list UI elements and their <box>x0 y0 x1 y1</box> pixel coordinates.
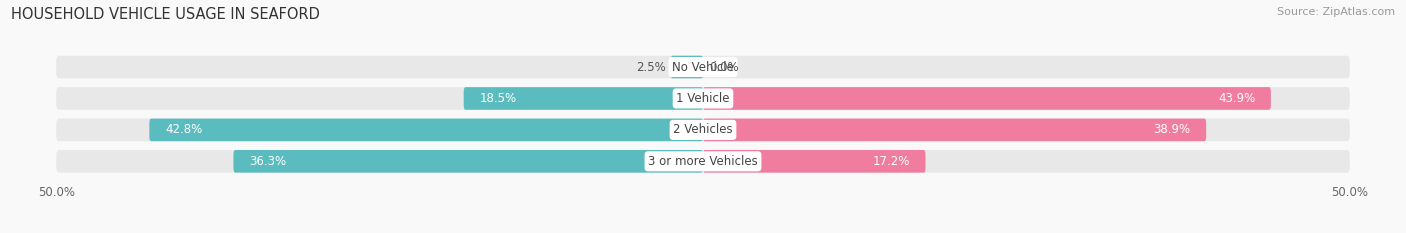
Text: 18.5%: 18.5% <box>479 92 516 105</box>
FancyBboxPatch shape <box>464 87 703 110</box>
FancyBboxPatch shape <box>703 150 925 173</box>
FancyBboxPatch shape <box>56 87 1350 110</box>
Text: 42.8%: 42.8% <box>165 123 202 136</box>
FancyBboxPatch shape <box>149 119 703 141</box>
FancyBboxPatch shape <box>703 87 1271 110</box>
FancyBboxPatch shape <box>671 56 703 78</box>
FancyBboxPatch shape <box>703 119 1206 141</box>
Text: Source: ZipAtlas.com: Source: ZipAtlas.com <box>1277 7 1395 17</box>
Text: 0.0%: 0.0% <box>710 61 740 74</box>
FancyBboxPatch shape <box>56 56 1350 78</box>
FancyBboxPatch shape <box>56 119 1350 141</box>
Text: HOUSEHOLD VEHICLE USAGE IN SEAFORD: HOUSEHOLD VEHICLE USAGE IN SEAFORD <box>11 7 321 22</box>
Text: 43.9%: 43.9% <box>1218 92 1256 105</box>
Text: No Vehicle: No Vehicle <box>672 61 734 74</box>
Text: 3 or more Vehicles: 3 or more Vehicles <box>648 155 758 168</box>
Text: 38.9%: 38.9% <box>1153 123 1191 136</box>
FancyBboxPatch shape <box>233 150 703 173</box>
FancyBboxPatch shape <box>56 150 1350 173</box>
Text: 36.3%: 36.3% <box>249 155 285 168</box>
Text: 1 Vehicle: 1 Vehicle <box>676 92 730 105</box>
Text: 2.5%: 2.5% <box>636 61 665 74</box>
Text: 2 Vehicles: 2 Vehicles <box>673 123 733 136</box>
Text: 17.2%: 17.2% <box>873 155 910 168</box>
